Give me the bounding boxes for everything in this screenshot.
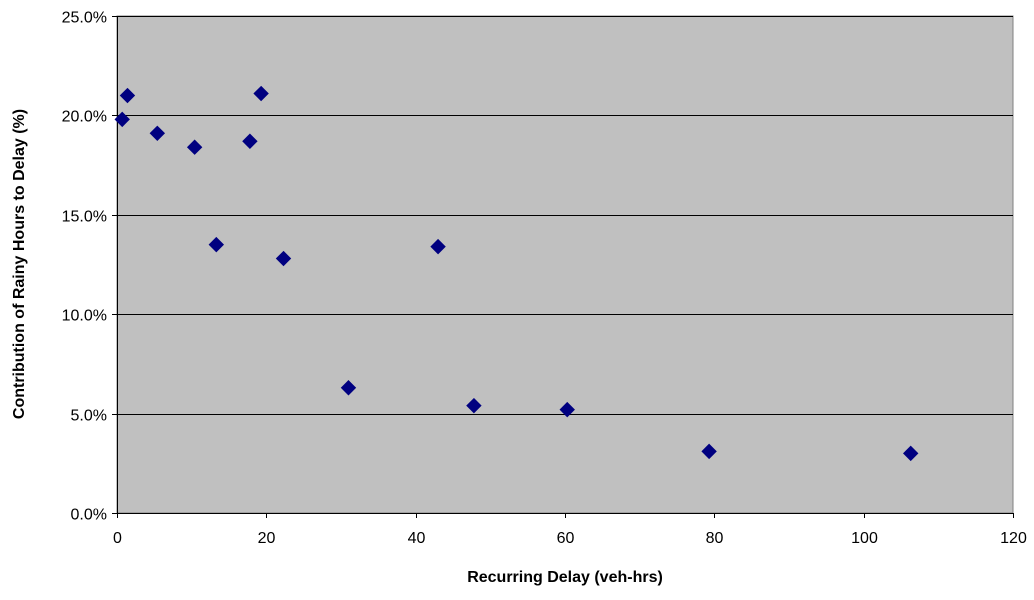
- x-tick-label: 120: [1000, 530, 1027, 547]
- data-point-diamond: [149, 125, 166, 141]
- y-tick-label: 5.0%: [71, 408, 107, 425]
- x-tick-label: 60: [557, 530, 575, 547]
- data-point-diamond: [559, 401, 575, 418]
- gridlines: [117, 16, 1013, 415]
- data-points: [114, 85, 919, 462]
- x-tick-label: 0: [113, 530, 122, 547]
- data-point-diamond: [208, 236, 225, 253]
- y-tick-label: 15.0%: [62, 209, 107, 226]
- y-tick-label: 25.0%: [62, 10, 107, 27]
- data-point-diamond: [242, 133, 258, 149]
- axes: [112, 16, 1014, 518]
- data-point-diamond: [902, 445, 919, 462]
- x-axis-title: Recurring Delay (veh-hrs): [467, 569, 663, 586]
- y-tick-label: 0.0%: [71, 507, 107, 524]
- y-tick-label: 10.0%: [62, 308, 107, 325]
- data-point-diamond: [114, 111, 130, 128]
- x-tick-label: 80: [706, 530, 724, 547]
- data-point-diamond: [275, 250, 292, 267]
- data-point-diamond: [701, 443, 717, 460]
- data-point-diamond: [466, 397, 482, 414]
- data-point-diamond: [119, 87, 136, 104]
- y-axis-title: Contribution of Rainy Hours to Delay (%): [11, 109, 28, 419]
- y-tick-label: 20.0%: [62, 109, 107, 126]
- data-point-diamond: [340, 380, 357, 396]
- plot-area: [116, 15, 1014, 514]
- tick-labels: 0.0% 5.0% 10.0% 15.0% 20.0% 25.0% 0 20 40 60 80 100…: [62, 10, 1027, 548]
- data-point-diamond: [186, 139, 203, 155]
- data-point-diamond: [430, 238, 446, 255]
- x-tick-label: 100: [851, 530, 878, 547]
- x-tick-label: 20: [258, 530, 276, 547]
- x-tick-label: 40: [408, 530, 426, 547]
- data-point-diamond: [253, 85, 269, 102]
